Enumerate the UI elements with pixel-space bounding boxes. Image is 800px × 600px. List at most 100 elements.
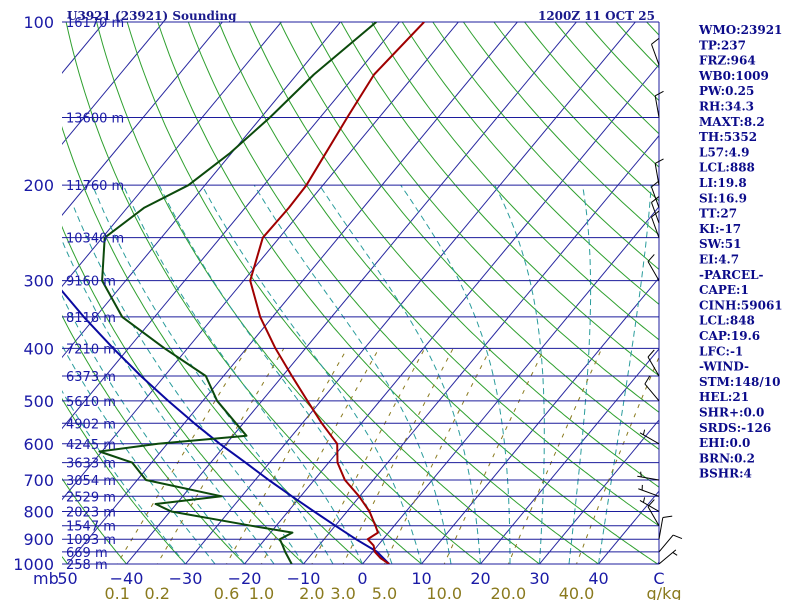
index-value: PW:0.25: [699, 84, 754, 98]
index-value: LI:19.8: [699, 176, 747, 190]
pressure-label: 400: [23, 339, 54, 358]
index-value: FRZ:964: [699, 54, 756, 68]
index-value: TT:27: [699, 207, 737, 221]
mixing-ratio-tick-label: 1.0: [249, 584, 274, 600]
isotherm-line: [62, 22, 224, 216]
pressure-label: 200: [23, 176, 54, 195]
wind-barb: [639, 497, 660, 512]
height-label: 6373 m: [66, 370, 116, 385]
dry-adiabat-line: [62, 477, 128, 564]
height-label: 5610 m: [66, 395, 116, 410]
index-value: CAPE:1: [699, 283, 749, 297]
wind-barbs: [637, 37, 683, 565]
dry-adiabat-line: [62, 126, 364, 564]
pressure-unit-label: mb: [33, 569, 59, 588]
index-value: CINH:59061: [699, 298, 783, 312]
index-value: -WIND-: [699, 360, 749, 374]
index-value: SI:16.9: [699, 191, 747, 205]
wind-barb: [647, 254, 660, 281]
isotherm-line: [125, 22, 578, 564]
height-label: 1547 m: [66, 520, 116, 535]
mixing-ratio-tick-label: 2.0: [299, 584, 324, 600]
dewpoint-trace: [98, 22, 377, 564]
isotherm-line: [62, 22, 401, 430]
temperature-tick-label: 0: [357, 569, 367, 588]
temperature-tick-label: −10: [287, 569, 321, 588]
parcel-trace: [62, 289, 390, 564]
mixing-ratio-line: [575, 355, 659, 564]
index-value: SRDS:-126: [699, 421, 771, 435]
mixing-ratio-tick-label: 10.0: [426, 584, 462, 600]
pressure-label: 800: [23, 502, 54, 521]
mixing-ratio-tick-label: 40.0: [559, 584, 595, 600]
index-value: EHI:0.0: [699, 436, 750, 450]
isotherm-line: [62, 22, 283, 288]
mixing-ratio-tick-label: 0.6: [214, 584, 239, 600]
dry-adiabat-line: [432, 22, 659, 271]
wind-barb: [651, 180, 660, 208]
index-value: STM:148/10: [699, 375, 780, 389]
dry-adiabat-line: [310, 22, 659, 413]
dry-adiabat-line: [126, 22, 541, 564]
mixing-ratio-unit-label: g/kg: [647, 584, 682, 600]
isotherm-line: [479, 348, 659, 564]
wind-barb: [637, 471, 660, 481]
pressure-label: 300: [23, 272, 54, 291]
dry-adiabat-line: [371, 22, 659, 341]
valid-time: 1200Z 11 OCT 25: [538, 9, 655, 23]
isotherm-line: [302, 134, 659, 564]
dry-adiabat-line: [157, 22, 600, 564]
height-label: 9160 m: [66, 275, 116, 290]
isobar-lines: [62, 21, 660, 565]
pressure-label: 1000: [13, 555, 54, 574]
moist-adiabat-line: [92, 185, 334, 564]
mixing-ratio-tick-label: 5.0: [372, 584, 397, 600]
height-label: 13600 m: [66, 111, 124, 126]
wind-barb: [651, 37, 660, 66]
dry-adiabat-line: [218, 22, 659, 527]
mixing-ratio-tick-label: 0.2: [145, 584, 170, 600]
temperature-trace: [249, 22, 425, 564]
height-label: 258 m: [66, 558, 108, 573]
pressure-label: 900: [23, 530, 54, 549]
wind-barb: [638, 484, 660, 497]
mixing-ratio-line: [156, 348, 285, 564]
isotherm-line: [62, 22, 460, 501]
mixing-ratio-tick-label: 20.0: [491, 584, 527, 600]
dry-adiabat-line: [401, 22, 659, 305]
index-value: SW:51: [699, 237, 741, 251]
temperature-tick-label: −40: [110, 569, 144, 588]
height-label: 16170 m: [66, 16, 124, 31]
mixing-ratio-tick-label: 3.0: [330, 584, 355, 600]
index-value: KI:-17: [699, 222, 741, 236]
index-value: LFC:-1: [699, 344, 743, 358]
wind-barb: [654, 90, 664, 118]
index-value: BSHR:4: [699, 467, 752, 481]
wind-barb: [644, 375, 660, 402]
index-value: TH:5352: [699, 130, 757, 144]
isotherm-line: [62, 22, 165, 145]
dry-adiabat-line: [279, 22, 659, 451]
wind-barb: [647, 349, 660, 377]
isotherm-line: [243, 63, 659, 564]
index-value: LCL:848: [699, 314, 755, 328]
index-value: EI:4.7: [699, 253, 739, 267]
dry-adiabat-line: [340, 22, 659, 377]
temperature-tick-label: 50: [57, 569, 77, 588]
pressure-label: 100: [23, 13, 54, 32]
mixing-ratio-line: [342, 348, 454, 564]
mixing-ratio-tick-label: 0.1: [104, 584, 129, 600]
temperature-tick-label: −30: [169, 569, 203, 588]
height-label: 2023 m: [66, 505, 116, 520]
isotherm-line: [184, 22, 637, 564]
wind-barb: [658, 515, 673, 540]
axis-labels: 16170 m 13600 m 11760 m 10340 m 9160 m 8118 m…: [13, 13, 681, 600]
height-label: 11760 m: [66, 179, 124, 194]
index-value: L57:4.9: [699, 145, 749, 159]
index-value: MAXT:8.2: [699, 115, 765, 129]
dry-adiabat-line: [248, 22, 659, 488]
wind-barb: [654, 158, 664, 186]
index-value: RH:34.3: [699, 100, 754, 114]
